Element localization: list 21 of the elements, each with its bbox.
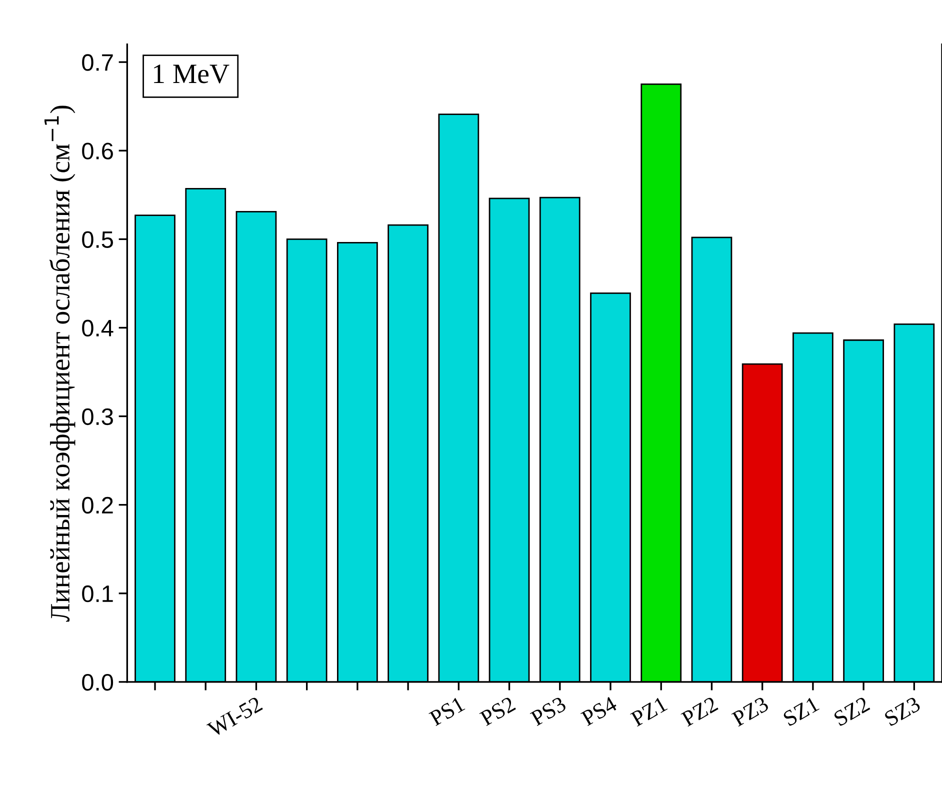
x-tick-label: SZ3	[884, 696, 922, 726]
y-tick-label: 0.2	[82, 496, 113, 514]
x-tick-label: PS2	[479, 696, 516, 726]
x-tick-label: PS3	[530, 696, 567, 726]
y-tick-label: 0.6	[82, 142, 113, 160]
x-tick-label: PZ3	[731, 696, 770, 727]
y-tick-label: 0.1	[82, 585, 113, 602]
x-tick-label: PZ1	[630, 696, 668, 727]
x-tick-label: PS1	[428, 696, 466, 726]
x-tick-label: PZ2	[680, 696, 718, 727]
y-tick-label: 0.7	[82, 54, 113, 71]
y-axis-title: Линейный коэффициент ослабления (см$^{−1}$)	[44, 106, 76, 622]
y-tick-label: 0.5	[82, 231, 113, 248]
y-tick-label: 0.4	[82, 320, 114, 337]
annotation: 1 MeV	[154, 64, 230, 84]
x-tick-label: PS4	[580, 696, 618, 726]
x-tick-label: SZ2	[833, 696, 870, 726]
x-tick-label: WI-52	[206, 696, 264, 738]
x-tick-label: SZ1	[782, 696, 820, 726]
y-tick-label: 0.0	[82, 674, 114, 691]
y-tick-label: 0.3	[82, 408, 113, 426]
